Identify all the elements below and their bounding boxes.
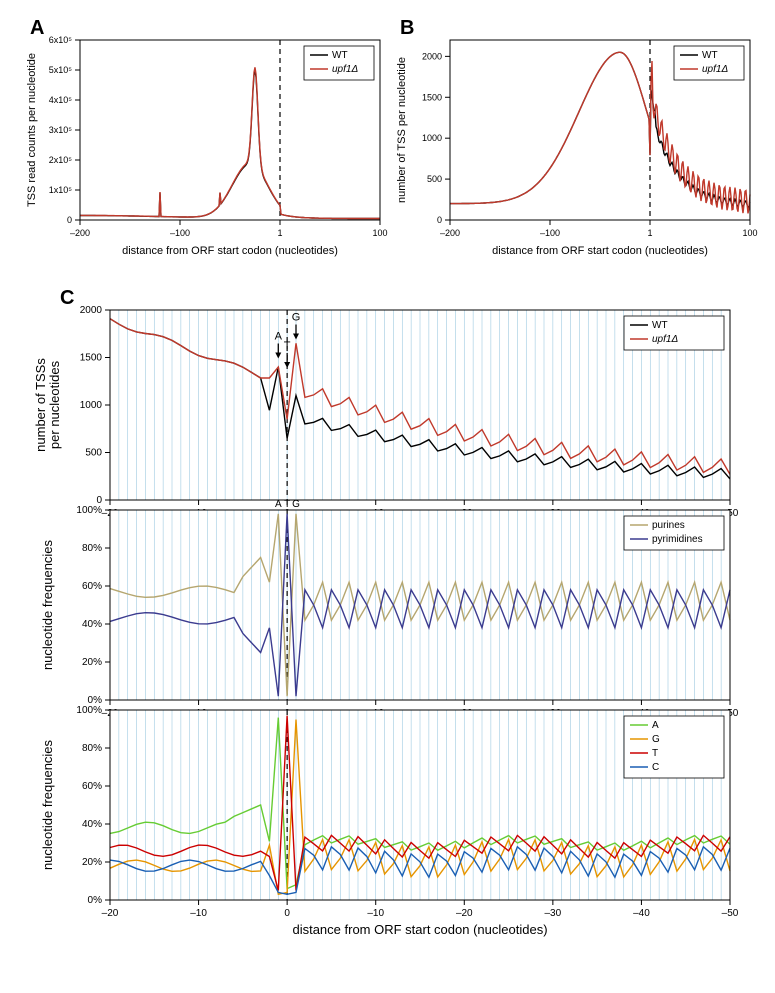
ytick-label: 20%: [82, 857, 102, 868]
ylabel: number of TSS per nucleotide: [396, 57, 408, 203]
panel-label: A: [30, 20, 44, 39]
ytick-label: 1500: [80, 353, 103, 364]
legend-label: C: [652, 762, 659, 773]
annotation-label: G: [292, 499, 300, 510]
ytick-label: 4x10⁵: [49, 95, 73, 105]
xtick-label: –40: [633, 908, 650, 919]
xtick-label: –100: [170, 228, 190, 238]
ytick-label: 1000: [80, 400, 103, 411]
ytick-label: 100%: [76, 505, 102, 516]
legend-label: purines: [652, 520, 685, 531]
legend-label: upf1Δ: [702, 64, 728, 75]
ytick-label: 20%: [82, 657, 102, 668]
xtick-label: 1: [277, 228, 282, 238]
legend-label: upf1Δ: [332, 64, 358, 75]
ytick-label: 6x10⁵: [49, 35, 73, 45]
xtick-label: 100: [372, 228, 387, 238]
legend-label: G: [652, 734, 660, 745]
figure-svg: –200–100110001x10⁵2x10⁵3x10⁵4x10⁵5x10⁵6x…: [20, 20, 775, 968]
annotation-label: T: [284, 499, 290, 510]
xlabel: distance from ORF start codon (nucleotid…: [292, 922, 547, 937]
ytick-label: 40%: [82, 819, 102, 830]
ytick-label: 500: [85, 448, 102, 459]
xtick-label: –20: [102, 908, 119, 919]
ytick-label: 5x10⁵: [49, 65, 73, 75]
ytick-label: 60%: [82, 581, 102, 592]
ytick-label: 0%: [88, 895, 103, 906]
legend-label: A: [652, 720, 659, 731]
figure-container: –200–100110001x10⁵2x10⁵3x10⁵4x10⁵5x10⁵6x…: [20, 20, 755, 973]
xtick-label: 1: [647, 228, 652, 238]
ylabel: number of TSSsper nucleotides: [33, 358, 62, 452]
legend-label: WT: [702, 50, 718, 61]
xtick-label: 100: [742, 228, 757, 238]
ytick-label: 1000: [422, 133, 442, 143]
xlabel: distance from ORF start codon (nucleotid…: [492, 245, 708, 257]
ylabel: nucleotide frequencies: [40, 739, 55, 870]
ytick-label: 1500: [422, 92, 442, 102]
ytick-label: 100%: [76, 705, 102, 716]
annotation-label: A: [275, 331, 283, 343]
panel-label: B: [400, 20, 414, 39]
ytick-label: 60%: [82, 781, 102, 792]
xtick-label: 0: [284, 908, 290, 919]
panel-C3: –20 –10 0 –10 –20 –30 –40 –50 0% 20% 40% 60% 80% 100%…: [40, 705, 739, 937]
ytick-label: 1x10⁵: [49, 185, 73, 195]
legend-label: pyrimidines: [652, 534, 703, 545]
annotation-label: T: [284, 340, 291, 352]
xtick-label: –100: [540, 228, 560, 238]
panel-A: –200 –100 1 100 0 1x10⁵ 2x10⁵ 3x10⁵ 4x10⁵ 5x10⁵ 6x…: [26, 20, 388, 257]
ytick-label: 3x10⁵: [49, 125, 73, 135]
ytick-label: 80%: [82, 543, 102, 554]
ytick-label: 0: [67, 215, 72, 225]
ylabel: TSS read counts per nucleotide: [26, 53, 38, 207]
annotation-label: A: [275, 499, 282, 510]
xtick-label: –200: [70, 228, 90, 238]
legend-label: WT: [332, 50, 348, 61]
panel-C2: ATG–20–100–10–20–30–40–500%20%40%60%80%1…: [40, 499, 739, 719]
legend-label: WT: [652, 320, 668, 331]
xlabel: distance from ORF start codon (nucleotid…: [122, 245, 338, 257]
ytick-label: 2x10⁵: [49, 155, 73, 165]
ytick-label: 2000: [80, 305, 103, 316]
panel-B: –200–10011000500100015002000distance fro…: [396, 20, 758, 257]
ytick-label: 40%: [82, 619, 102, 630]
panel-label: C: [60, 287, 74, 309]
legend-label: upf1Δ: [652, 334, 678, 345]
xtick-label: –10: [190, 908, 207, 919]
ytick-label: 500: [427, 174, 442, 184]
xtick-label: –200: [440, 228, 460, 238]
panel-C1: ATG–20–100–10–20–30–40–50050010001500200…: [33, 287, 739, 519]
annotation-label: G: [292, 312, 301, 324]
ylabel: nucleotide frequencies: [40, 539, 55, 670]
xtick-label: –30: [545, 908, 562, 919]
xtick-label: –50: [722, 908, 739, 919]
ytick-label: 0: [437, 215, 442, 225]
ytick-label: 80%: [82, 743, 102, 754]
xtick-label: –20: [456, 908, 473, 919]
ytick-label: 2000: [422, 51, 442, 61]
legend-label: T: [652, 748, 658, 759]
xtick-label: –10: [367, 908, 384, 919]
